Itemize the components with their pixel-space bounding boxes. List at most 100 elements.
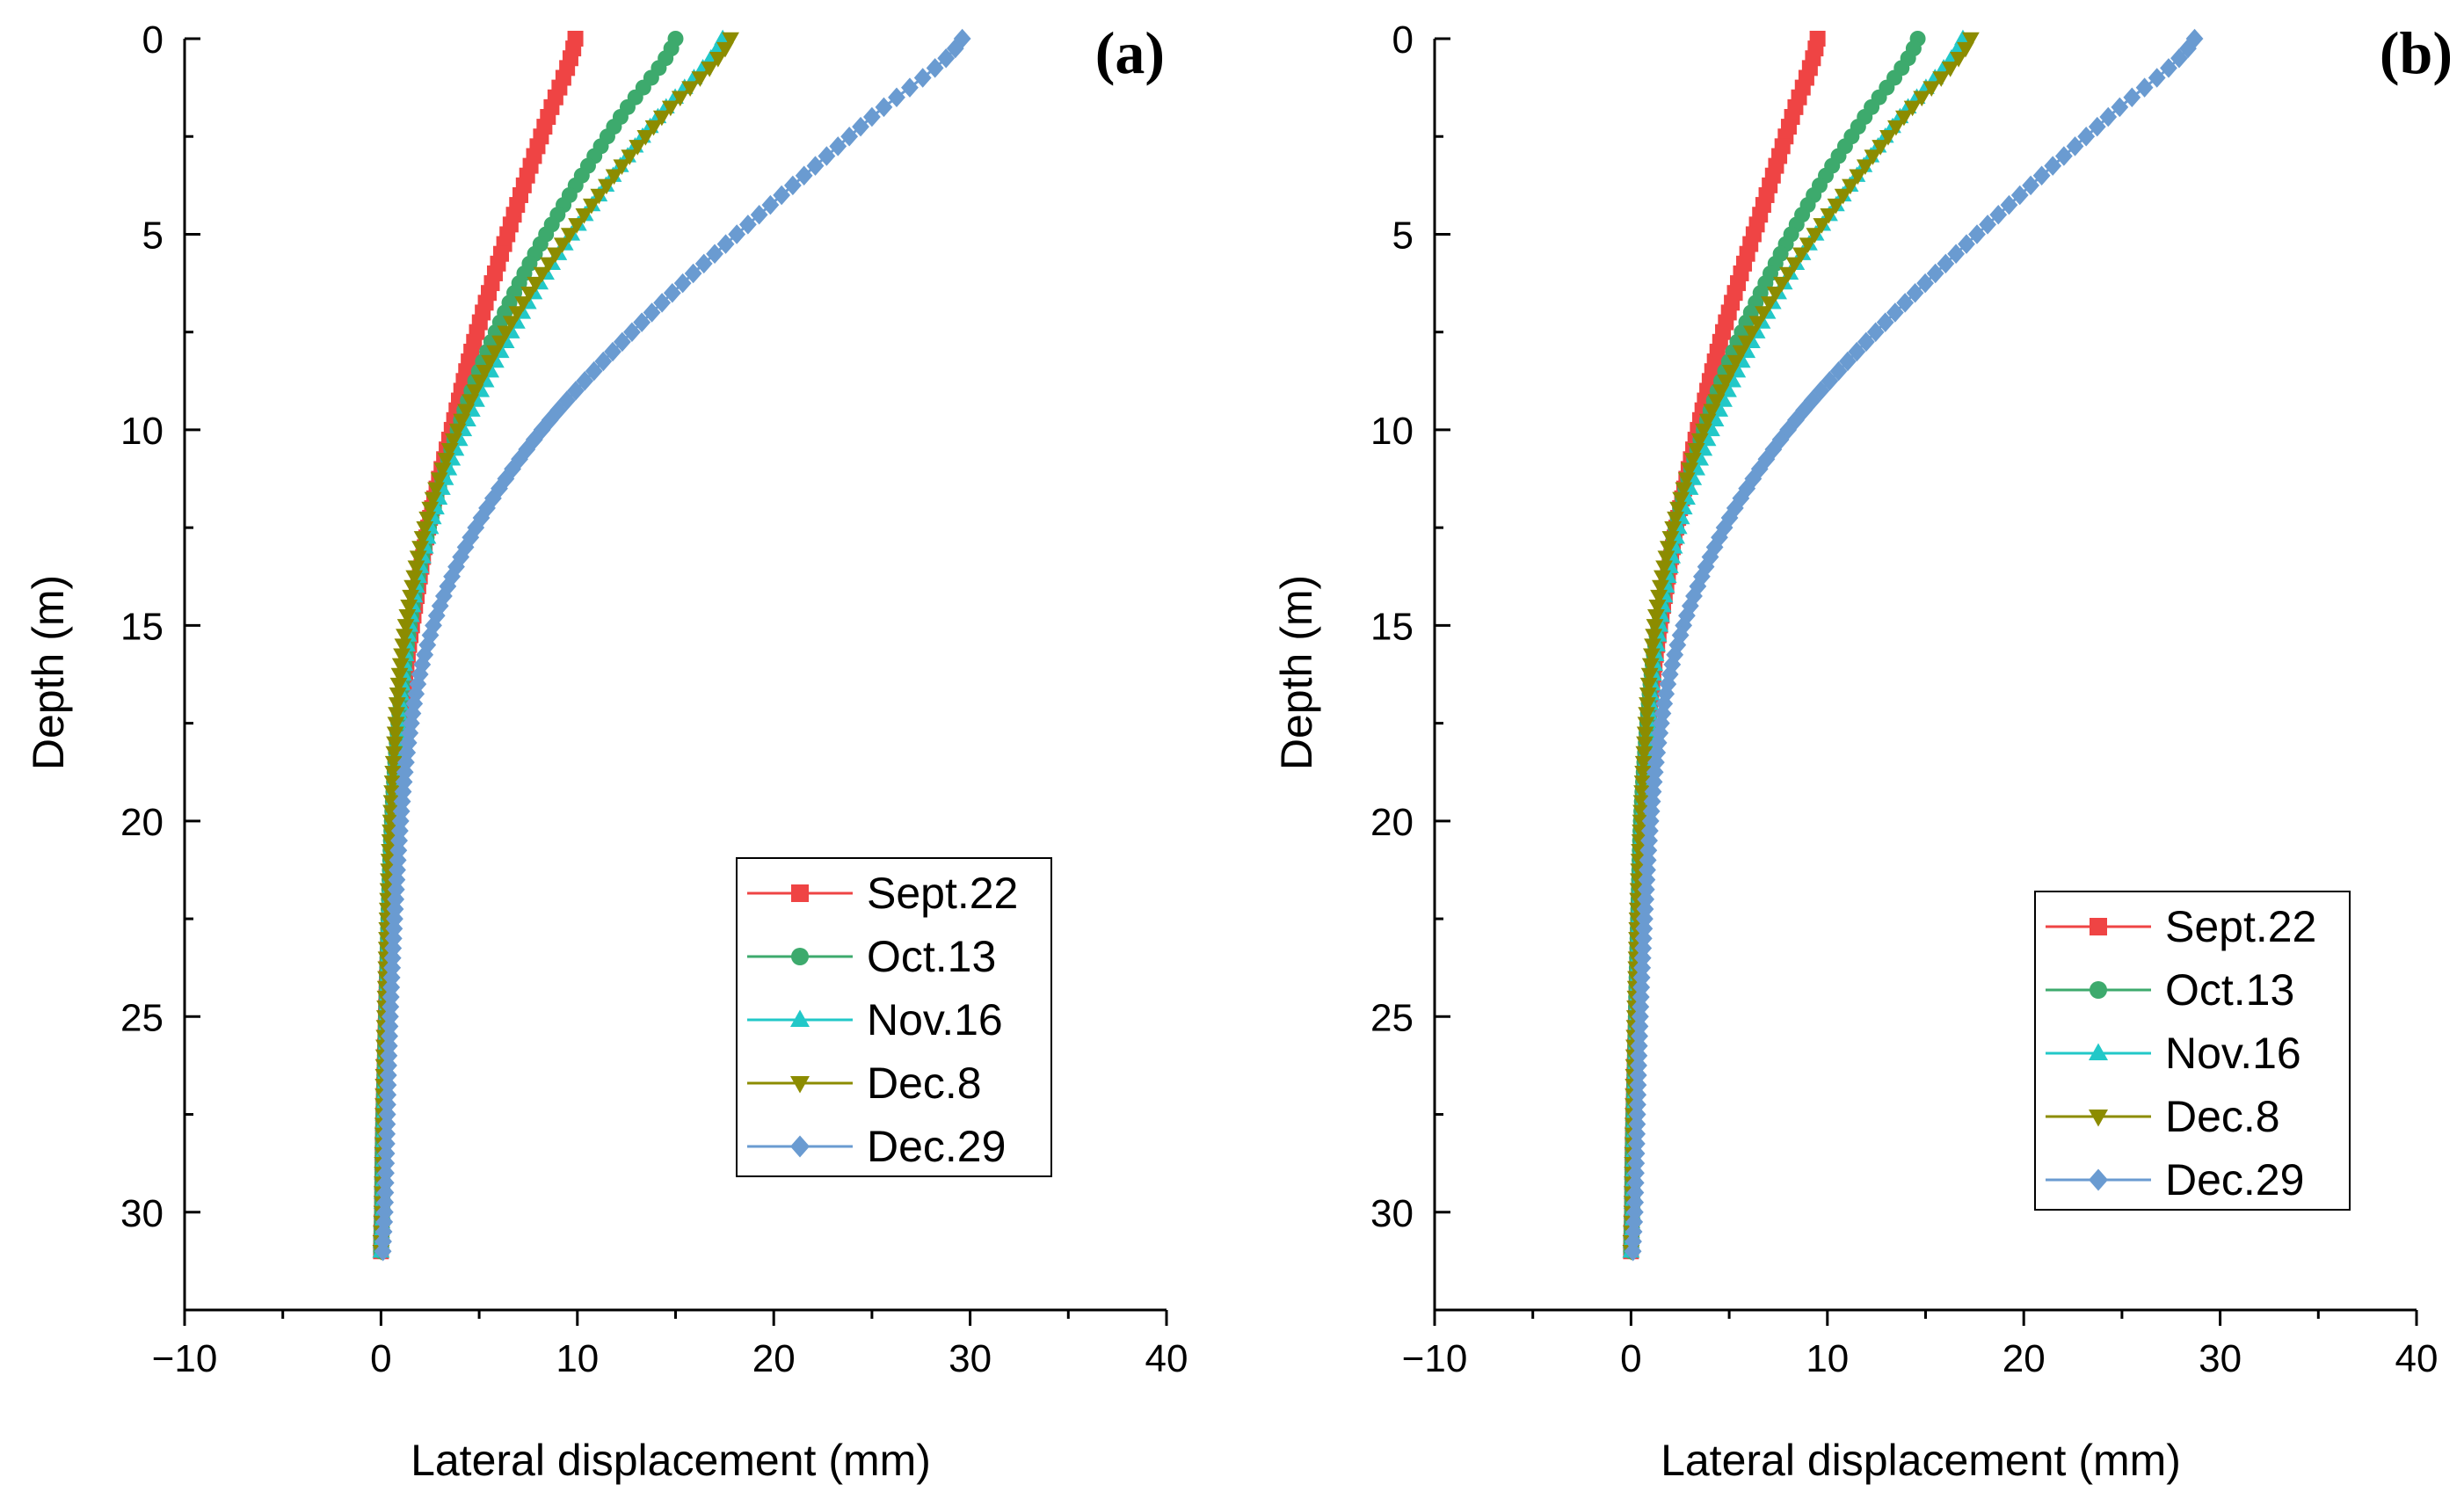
data-point xyxy=(594,351,613,372)
data-point xyxy=(1703,404,1721,420)
data-point xyxy=(1626,1173,1645,1193)
data-point xyxy=(533,266,551,283)
data-point xyxy=(416,520,434,537)
data-point xyxy=(2099,106,2118,127)
data-point xyxy=(1640,667,1659,684)
legend-item: Dec.8 xyxy=(747,1059,982,1108)
data-point xyxy=(402,713,420,733)
data-point xyxy=(716,41,734,58)
data-point xyxy=(2135,77,2154,98)
legend-label: Dec.29 xyxy=(2165,1155,2304,1204)
data-point xyxy=(2032,165,2051,186)
data-point xyxy=(2077,126,2096,147)
data-point xyxy=(2111,97,2129,118)
data-point xyxy=(502,316,520,331)
data-point xyxy=(1633,775,1652,791)
y-tick-label: 5 xyxy=(1392,214,1414,257)
data-point xyxy=(1654,570,1671,586)
data-point xyxy=(728,224,746,244)
data-point xyxy=(1932,71,1951,87)
data-point xyxy=(1961,32,1980,48)
data-point xyxy=(433,462,452,478)
data-point xyxy=(1697,557,1715,577)
data-point xyxy=(1651,723,1669,743)
data-point xyxy=(946,38,964,59)
data-point xyxy=(1755,306,1772,322)
data-point xyxy=(1667,511,1684,528)
data-point xyxy=(386,726,404,743)
data-point xyxy=(1979,215,1996,235)
data-point xyxy=(382,977,401,998)
y-tick-label: 30 xyxy=(1370,1192,1414,1235)
legend-marker xyxy=(791,948,809,965)
data-point xyxy=(1849,169,1867,186)
legend-label: Oct.13 xyxy=(2165,965,2294,1015)
data-point xyxy=(390,667,409,684)
legend-marker xyxy=(2089,1110,2108,1127)
data-point xyxy=(1813,218,1831,234)
data-point xyxy=(388,707,405,723)
data-point xyxy=(387,717,405,732)
data-point xyxy=(576,371,594,391)
data-point xyxy=(381,1026,398,1046)
data-point xyxy=(1624,1241,1642,1262)
data-point xyxy=(1634,928,1653,949)
data-point xyxy=(1989,204,2008,225)
data-point xyxy=(2088,116,2106,137)
data-point xyxy=(1645,629,1663,644)
data-point xyxy=(795,165,813,186)
data-point xyxy=(623,322,641,342)
data-point xyxy=(2066,136,2084,156)
data-point xyxy=(1779,419,1798,440)
legend-label: Dec.8 xyxy=(867,1059,982,1108)
legend-label: Dec.29 xyxy=(867,1122,1006,1171)
data-point xyxy=(448,423,467,440)
data-point xyxy=(1738,478,1756,498)
data-point xyxy=(411,541,429,557)
data-point xyxy=(709,52,727,68)
data-point xyxy=(389,677,408,694)
x-tick-label: 30 xyxy=(949,1337,992,1380)
data-point xyxy=(386,736,403,753)
data-point xyxy=(1641,658,1660,674)
data-point xyxy=(653,293,672,313)
data-point xyxy=(2000,194,2018,215)
data-point xyxy=(393,648,411,665)
data-point xyxy=(466,384,484,400)
data-point xyxy=(2185,28,2204,49)
data-point xyxy=(1913,91,1931,107)
data-point xyxy=(2054,146,2073,166)
data-point xyxy=(1707,394,1726,410)
data-point xyxy=(440,442,459,459)
data-point xyxy=(1625,1202,1644,1223)
data-point xyxy=(1947,244,1966,264)
data-point xyxy=(1766,287,1784,302)
legend-item: Sept.22 xyxy=(747,869,1018,918)
legend-item: Dec.29 xyxy=(747,1122,1006,1171)
data-point xyxy=(374,1241,392,1262)
data-point xyxy=(633,312,651,332)
y-tick-label: 25 xyxy=(120,996,164,1039)
data-point xyxy=(1715,517,1734,538)
data-point xyxy=(613,331,631,353)
data-point xyxy=(385,746,403,762)
legend-marker xyxy=(791,884,809,902)
data-point xyxy=(388,697,406,713)
data-point xyxy=(1644,638,1661,654)
data-point xyxy=(644,120,663,136)
data-point xyxy=(453,413,471,430)
data-point xyxy=(1657,550,1675,566)
data-point xyxy=(380,1045,398,1066)
data-point xyxy=(2160,58,2177,78)
data-point xyxy=(407,560,425,576)
data-point xyxy=(1687,442,1705,459)
data-point xyxy=(1661,531,1680,547)
data-point xyxy=(1773,276,1791,293)
data-point xyxy=(1642,801,1661,821)
data-point xyxy=(403,579,422,596)
data-point xyxy=(1646,752,1665,773)
panel-a-plot-area: −10 0 10 20 30 40 0 5 10 15 20 25 30 xyxy=(120,18,1188,1380)
data-point xyxy=(701,62,719,77)
data-point xyxy=(1628,1124,1646,1145)
data-point xyxy=(1683,453,1702,469)
